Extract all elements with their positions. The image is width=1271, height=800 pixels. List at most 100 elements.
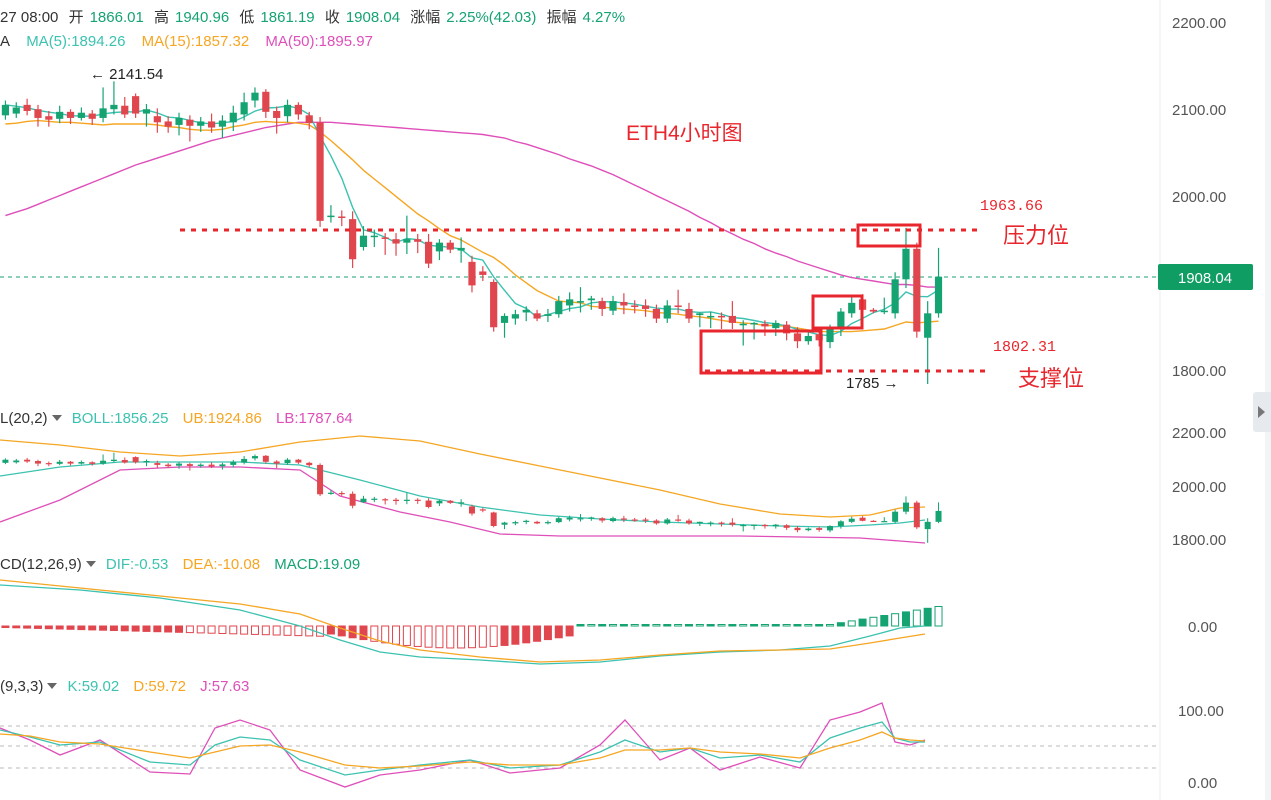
dif-legend: DIF:-0.53 (105, 556, 169, 573)
boll-candle (729, 518, 736, 527)
candle (587, 295, 595, 310)
candle (381, 233, 389, 255)
macd-bar (272, 625, 281, 636)
amp-value: 4.27% (582, 9, 626, 26)
dea-legend: DEA:-10.08 (182, 556, 261, 573)
candle (620, 293, 628, 315)
boll-candle (751, 524, 758, 530)
candle (424, 233, 433, 268)
macd-bar (283, 625, 292, 636)
macd-bar (457, 625, 466, 649)
support-value: 1802.31 (993, 339, 1056, 356)
candle (500, 313, 509, 338)
candle (641, 299, 650, 317)
macd-bar (826, 624, 835, 627)
macd-bar (500, 625, 509, 646)
macd-bar (218, 625, 227, 634)
macd-legend[interactable]: CD(12,26,9) DIF:-0.53 DEA:-10.08 MACD:19… (0, 556, 366, 573)
boll-candle (631, 517, 638, 522)
macd-bar (782, 624, 791, 627)
boll-candle (599, 517, 606, 523)
candle (327, 205, 335, 223)
ma15-line (5, 119, 939, 333)
j-legend: J:57.63 (200, 678, 250, 695)
consolidation-box (699, 329, 823, 375)
change-label: 涨幅 (410, 9, 441, 26)
boll-legend[interactable]: L(20,2) BOLL:1856.25 UB:1924.86 LB:1787.… (0, 410, 359, 427)
candle (707, 311, 715, 329)
ma-prefix: A (0, 33, 11, 50)
boll-candle (393, 497, 400, 505)
macd-prefix: CD(12,26,9) (0, 556, 82, 573)
macd-bar (663, 624, 672, 627)
boll-candle (360, 495, 367, 504)
boll-candle (24, 457, 31, 463)
candle (414, 233, 422, 254)
boll-candle (642, 517, 649, 523)
macd-bar (435, 625, 444, 649)
candle (631, 300, 639, 314)
candle (99, 87, 107, 123)
candle (45, 110, 53, 127)
boll-candle (273, 460, 280, 469)
macd-bar (652, 624, 661, 627)
boll-candle (501, 521, 508, 530)
candle (392, 233, 400, 256)
kdj-legend[interactable]: (9,3,3) K:59.02 D:59.72 J:57.63 (0, 678, 255, 695)
boll-candle (56, 459, 63, 466)
boll-candle (121, 457, 128, 464)
boll-candle (577, 514, 584, 522)
boll-candle (371, 496, 378, 503)
ma-legend[interactable]: A MA(5):1894.26 MA(15):1857.32 MA(50):18… (0, 33, 379, 50)
boll-candle (241, 456, 248, 465)
boll-candle (436, 499, 443, 506)
macd-bar (815, 624, 824, 627)
boll-candle (848, 516, 855, 524)
candle (468, 255, 476, 293)
candle (12, 102, 20, 118)
boll-dropdown-icon[interactable] (51, 415, 62, 422)
boll-candle (414, 498, 421, 504)
macd-bar (858, 618, 867, 627)
macd-bar (533, 625, 542, 642)
boll-candle (327, 489, 334, 495)
macd-bar (891, 613, 900, 627)
macd-bar (511, 625, 520, 645)
macd-bar (120, 625, 129, 632)
candle (566, 292, 574, 312)
boll-tick-2000: 2000.00 (1172, 479, 1226, 496)
main-tick-2100: 2100.00 (1172, 102, 1226, 119)
macd-bar (207, 625, 216, 634)
macd-bar (12, 625, 21, 629)
boll-tick-2200: 2200.00 (1172, 425, 1226, 442)
boll-candle (100, 454, 107, 465)
boll-candle (696, 521, 703, 526)
macd-bar (185, 625, 194, 634)
candle (913, 242, 921, 338)
current-price-tag (1158, 264, 1253, 290)
candle (609, 295, 617, 316)
macd-bar (587, 624, 596, 627)
macd-bar (478, 625, 487, 648)
boll-candle (859, 516, 866, 522)
low-marker: 1785 → (846, 375, 899, 392)
kdj-tick-100: 100.00 (1178, 703, 1224, 720)
macd-histogram (1, 606, 943, 649)
macd-bar (370, 625, 379, 642)
ma5-line (5, 104, 939, 337)
kdj-dropdown-icon[interactable] (47, 683, 58, 690)
macd-dropdown-icon[interactable] (85, 561, 96, 568)
candle (197, 117, 205, 132)
candle (294, 102, 302, 120)
macd-bar (109, 625, 118, 631)
high-value: 1940.96 (175, 9, 230, 26)
candle (218, 115, 227, 139)
boll-candle (718, 521, 725, 527)
macd-bar (413, 625, 422, 647)
macd-bar (446, 625, 455, 649)
dea-line (0, 579, 926, 663)
expand-panel-handle[interactable] (1253, 392, 1271, 432)
candle (674, 289, 682, 314)
